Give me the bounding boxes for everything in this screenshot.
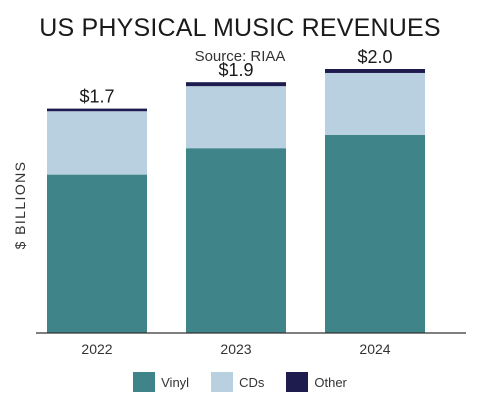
total-label-2024: $2.0 [357,47,392,67]
bar-other-2023 [186,82,286,87]
total-label-2022: $1.7 [79,87,114,107]
legend-swatch-vinyl [133,372,156,392]
bar-cds-2022 [47,111,147,175]
totals-group: $1.7 $1.9 $2.0 [79,47,392,107]
legend-swatch-other [286,372,309,392]
legend-swatch-cds [211,372,234,392]
bar-other-2022 [47,108,147,112]
legend-item-vinyl: Vinyl [133,372,189,392]
legend-item-cds: CDs [211,372,264,392]
legend-label-other: Other [314,374,347,390]
x-tick-label-2023: 2023 [220,341,251,357]
legend-item-other: Other [286,372,347,392]
legend: Vinyl CDs Other [0,372,480,392]
bar-other-2024 [325,69,425,73]
x-tick-label-2024: 2024 [359,341,390,357]
bars-group [47,69,425,333]
bar-cds-2024 [325,72,425,135]
bar-vinyl-2022 [47,174,147,333]
legend-label-vinyl: Vinyl [161,374,190,390]
x-ticks-group: 2022 2023 2024 [81,341,390,357]
chart-subtitle: Source: RIAA [194,48,286,65]
bar-vinyl-2024 [325,135,425,333]
bar-vinyl-2023 [186,148,286,333]
chart-title: US PHYSICAL MUSIC REVENUES [39,14,441,42]
total-label-2023: $1.9 [218,60,253,80]
legend-label-cds: CDs [239,374,265,390]
bar-cds-2023 [186,86,286,149]
x-tick-label-2022: 2022 [81,341,112,357]
